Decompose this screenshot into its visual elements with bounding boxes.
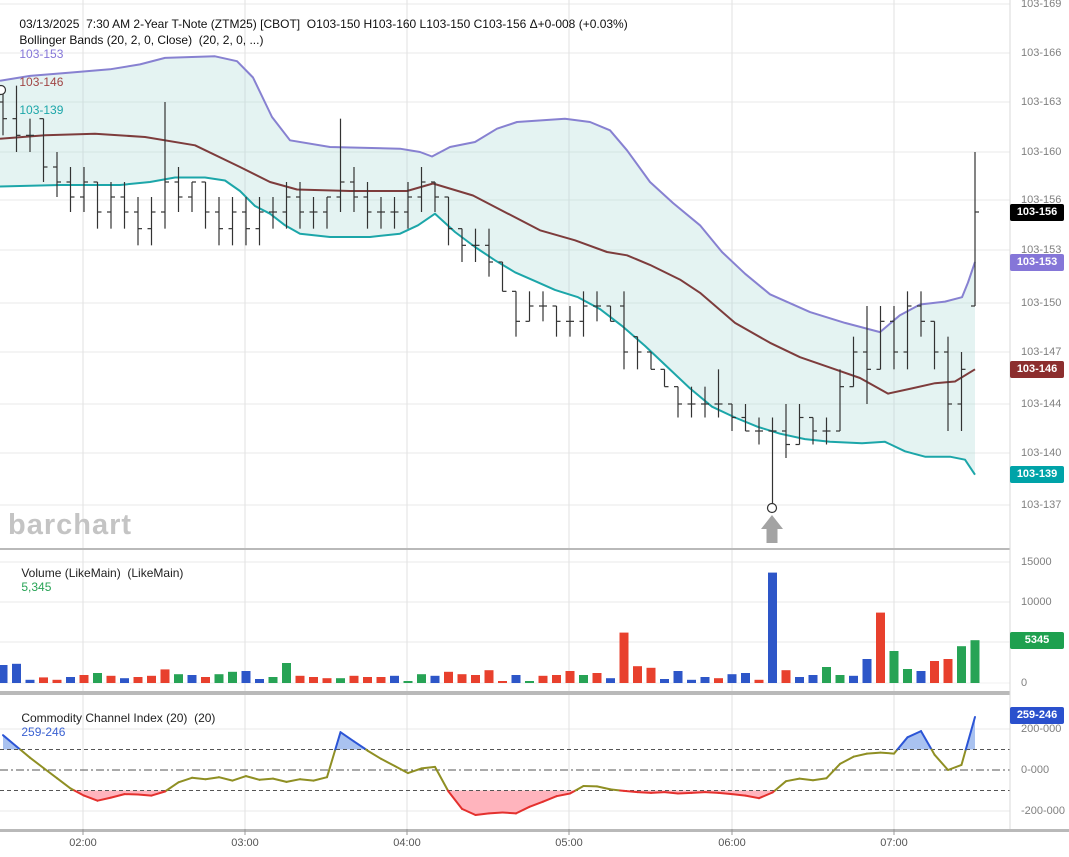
time-axis-label: 05:00	[555, 837, 583, 849]
price-axis-label: 103-144	[1021, 398, 1062, 410]
volume-value: 5,345	[21, 580, 52, 594]
volume-bars	[0, 572, 980, 683]
pane-divider	[0, 548, 1010, 550]
cci-threshold-fill	[447, 790, 576, 815]
volume-badge: 5345	[1010, 631, 1064, 649]
cci-threshold-fill	[74, 790, 167, 801]
price-axis-label: 103-160	[1021, 146, 1062, 158]
price-axis-label: 103-169	[1021, 0, 1062, 10]
bollinger-band-fill	[0, 56, 975, 475]
indicator-header[interactable]: Bollinger Bands (20, 2, 0, Close) (20, 2…	[6, 19, 267, 131]
bollinger-lower-value: 103-139	[19, 103, 64, 117]
bollinger-middle-value: 103-146	[19, 75, 64, 89]
spike-circle-marker	[766, 502, 778, 514]
volume-axis-label: 15000	[1021, 556, 1052, 568]
cci-label: Commodity Channel Index (20) (20)	[21, 711, 219, 725]
cci-axis-label: 0-000	[1021, 764, 1050, 776]
bollinger-upper-value: 103-153	[19, 47, 64, 61]
price-axis-label: 103-153	[1021, 244, 1062, 256]
bollinger-label: Bollinger Bands (20, 2, 0, Close) (20, 2…	[19, 33, 267, 47]
price-badge: 103-139	[1010, 466, 1064, 484]
price-badge: 103-156	[1010, 203, 1064, 221]
symbol-ohlc-header: 03/13/2025 7:30 AM 2-Year T-Note (ZTM25)…	[19, 17, 628, 31]
bollinger-middle-line	[0, 132, 976, 395]
price-badge: 103-146	[1010, 360, 1064, 378]
price-badge: 103-153	[1010, 253, 1064, 271]
time-axis-label: 03:00	[231, 837, 259, 849]
cci-badge: 259-246	[1010, 706, 1064, 724]
price-axis-label: 103-150	[1021, 297, 1062, 309]
volume-label: Volume (LikeMain) (LikeMain)	[21, 566, 187, 580]
barchart-watermark: barchart	[8, 509, 133, 541]
chart-header: 03/13/2025 7:30 AM 2-Year T-Note (ZTM25)…	[6, 3, 628, 45]
bollinger-upper-line	[0, 55, 976, 334]
volume-pane-header[interactable]: Volume (LikeMain) (LikeMain) 5,345	[8, 552, 187, 608]
cci-line	[2, 716, 976, 816]
cci-pane-header[interactable]: Commodity Channel Index (20) (20) 259-24…	[8, 697, 219, 753]
time-axis-label: 02:00	[69, 837, 97, 849]
price-axis-label: 103-137	[1021, 499, 1062, 511]
price-axis-label: 103-163	[1021, 96, 1062, 108]
volume-axis-label: 10000	[1021, 596, 1052, 608]
cci-value: 259-246	[21, 725, 66, 739]
time-axis-label: 06:00	[718, 837, 746, 849]
pane-divider	[0, 829, 1069, 832]
ohlc-bars	[0, 85, 979, 508]
price-axis-label: 103-156	[1021, 194, 1062, 206]
bollinger-lower-line	[0, 176, 976, 476]
cci-axis-label: -200-000	[1021, 805, 1066, 817]
cci-axis-label: 200-000	[1021, 723, 1062, 735]
spike-circle-marker	[0, 84, 7, 96]
price-axis-label: 103-147	[1021, 346, 1062, 358]
price-axis-label: 103-140	[1021, 447, 1062, 459]
time-axis-label: 04:00	[393, 837, 421, 849]
volume-axis-label: 0	[1021, 677, 1028, 689]
cci-threshold-fill	[3, 735, 21, 750]
up-arrow-annotation	[761, 515, 783, 543]
price-axis-label: 103-166	[1021, 47, 1062, 59]
time-axis-label: 07:00	[880, 837, 908, 849]
pane-divider	[0, 691, 1010, 695]
